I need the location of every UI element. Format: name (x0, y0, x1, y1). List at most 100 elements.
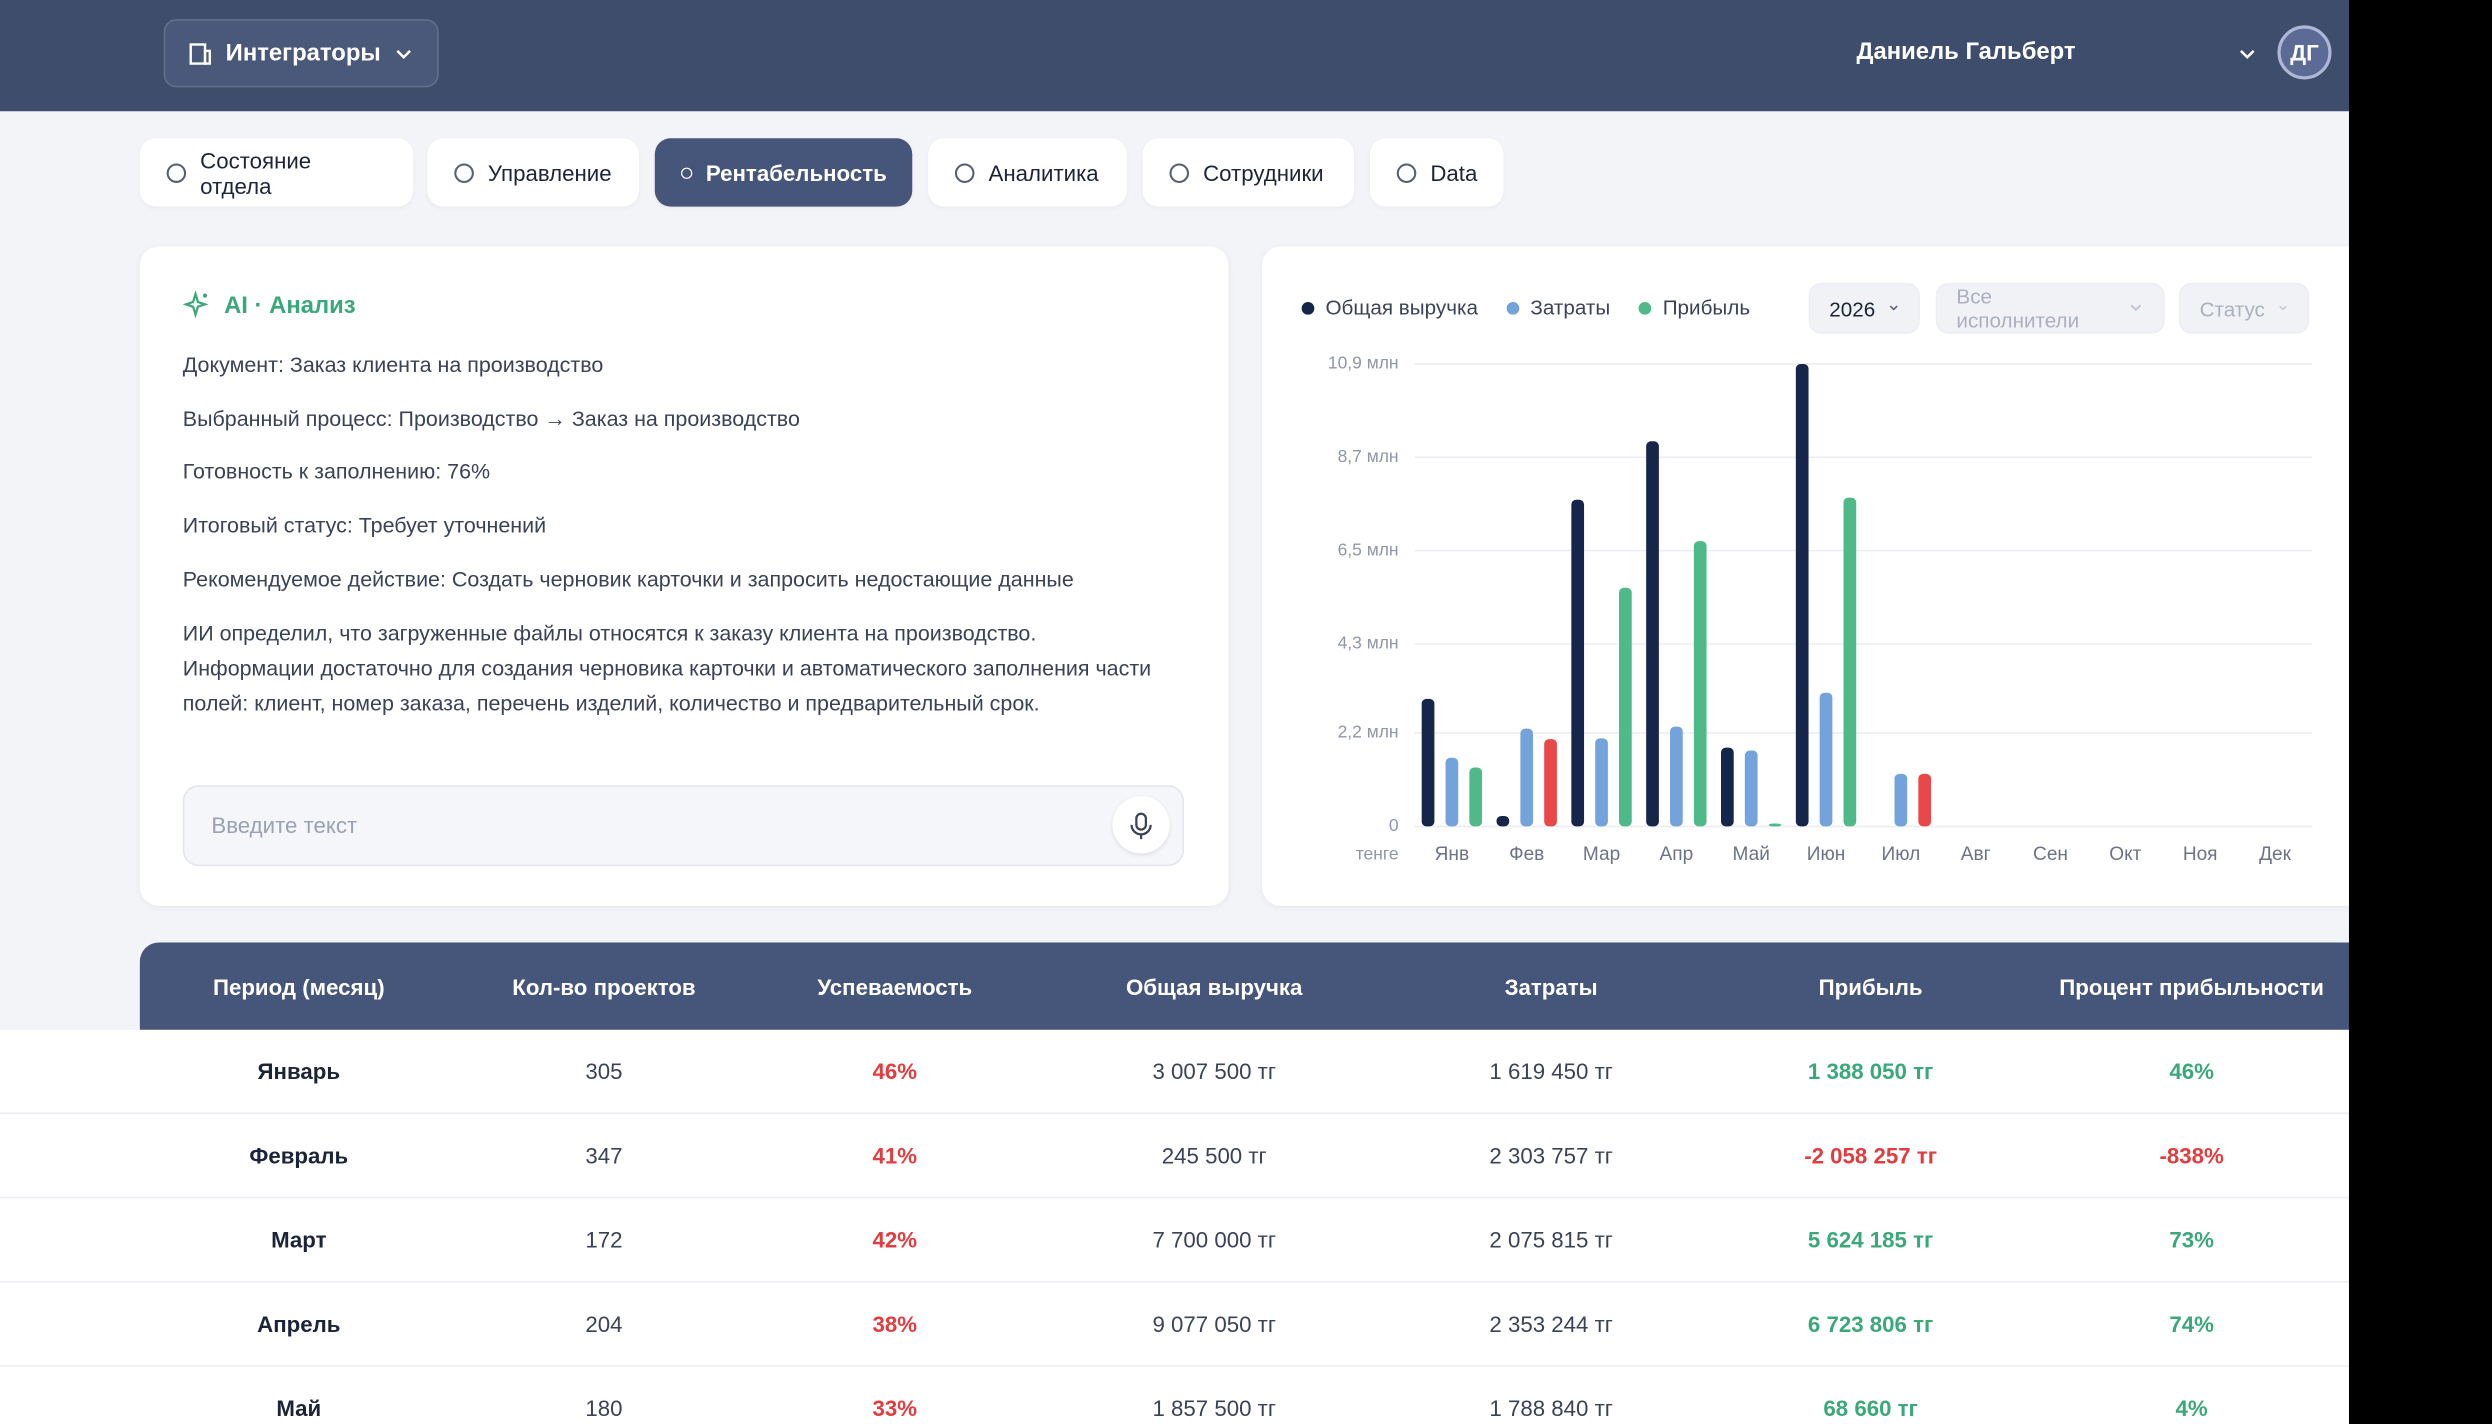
ai-line: Рекомендуемое действие: Создать черновик… (182, 567, 1074, 592)
sparkle-icon (182, 290, 209, 319)
legend-dot (1638, 301, 1652, 314)
table-body: Январь 305 46% 3 007 500 тг 1 619 450 тг 1 38… (0, 1029, 2349, 1424)
y-tick-label: 0 (1389, 815, 1399, 835)
legend-item: Затраты (1506, 295, 1611, 320)
bar (1721, 747, 1734, 827)
table-cell: -2 058 257 тг (1804, 1142, 1937, 1169)
tab-icon (454, 162, 474, 183)
table-row: Январь 305 46% 3 007 500 тг 1 619 450 тг 1 38… (0, 1030, 2349, 1115)
building-icon (189, 42, 211, 64)
filter-label: 2026 (1829, 296, 1876, 321)
column-header: Затраты (1504, 973, 1598, 999)
tab-label: Состояние отдела (200, 147, 312, 198)
bar (1595, 738, 1608, 827)
mic-button[interactable] (1112, 796, 1170, 854)
tab-icon-shape (454, 162, 474, 183)
x-tick-label: Окт (2109, 844, 2141, 865)
table-cell: Май (276, 1395, 322, 1421)
y-tick-label: 6,5 млн (1338, 539, 1399, 559)
x-tick-label: Ноя (2183, 844, 2218, 865)
table-row: Февраль 347 41% 245 500 тг 2 303 757 тг -2 05… (0, 1114, 2349, 1199)
bar (1445, 757, 1459, 827)
filter-label: Статус (2199, 296, 2265, 321)
bar (1571, 499, 1585, 827)
bar (1894, 773, 1908, 827)
y-tick-label: 8,7 млн (1338, 446, 1399, 466)
tab-icon (680, 166, 693, 179)
chevron (2130, 304, 2142, 312)
legend: Общая выручка Затраты Прибыль (1301, 295, 1751, 320)
tab-icon-shape (680, 166, 693, 179)
table-cell: 7 700 000 тг (1152, 1226, 1276, 1253)
filter-dropdown[interactable]: 2026 (1808, 282, 1920, 334)
user-name[interactable]: Даниель Гальберт (1856, 38, 2076, 66)
user-chevron[interactable] (2238, 45, 2257, 64)
chart-panel: 0 2,2 млн 4,3 млн 6,5 млн 8,7 млн 10,9 млн тен… (1261, 246, 2375, 906)
tab[interactable]: Сотрудники (1142, 138, 1355, 207)
table-cell: 1 788 840 тг (1489, 1395, 1613, 1421)
workspace-name: Интеграторы (225, 39, 381, 67)
x-tick-label: Июл (1882, 844, 1921, 865)
table-cell: Январь (257, 1058, 341, 1084)
legend-dot (1506, 301, 1520, 314)
y-tick-label: 2,2 млн (1338, 722, 1399, 742)
tab[interactable]: Рентабельность (654, 138, 913, 207)
x-tick-label: Фев (1509, 844, 1544, 865)
bar (1670, 726, 1683, 827)
bar (1795, 363, 1809, 827)
tab-icon (1396, 162, 1417, 183)
x-tick-label: Дек (2259, 844, 2292, 865)
legend-dot (1301, 301, 1315, 314)
table-row: Май 180 33% 1 857 500 тг 1 788 840 тг 68 660 … (0, 1367, 2349, 1424)
bar (1918, 773, 1932, 827)
tab-label: Аналитика (988, 159, 1099, 186)
table-cell: 6 723 806 тг (1807, 1311, 1934, 1337)
table-cell: 204 (585, 1311, 623, 1337)
tab[interactable]: Состояние отдела (139, 138, 414, 207)
ai-panel: AI · Анализ ИИ определил, что загруженны… (139, 246, 1229, 906)
ai-line: Документ: Заказ клиента на производство (182, 352, 604, 377)
ai-paragraph: ИИ определил, что загруженные файлы отно… (182, 621, 1152, 716)
column-header: Кол-во проектов (512, 973, 696, 999)
legend-label: Прибыль (1662, 295, 1751, 320)
ai-line: Выбранный процесс: Производство → Заказ … (182, 406, 800, 431)
top-bar: Интеграторы Даниель Гальберт ДГ (0, 0, 2349, 112)
table-cell: Март (271, 1226, 327, 1253)
mic-icon (1130, 812, 1152, 840)
x-tick-label: Янв (1435, 844, 1469, 865)
column-header: Общая выручка (1125, 973, 1303, 999)
text-input[interactable]: Введите текст (182, 785, 1185, 867)
tab[interactable]: Data (1369, 138, 1504, 207)
bar (1496, 816, 1510, 827)
x-tick-label: Апр (1660, 844, 1694, 865)
table-cell: 73% (2169, 1226, 2214, 1253)
chevron (1889, 305, 1898, 311)
tab[interactable]: Управление (427, 138, 639, 207)
legend-label: Затраты (1530, 295, 1611, 320)
table-cell: 46% (872, 1058, 918, 1084)
tab-icon-shape (954, 162, 975, 183)
filter-dropdown[interactable]: Все исполнители (1935, 282, 2165, 334)
tab-icon (1169, 162, 1190, 183)
ai-line: Итоговый статус: Требует уточнений (182, 513, 547, 538)
table-cell: 38% (872, 1311, 918, 1337)
table-cell: 41% (872, 1142, 918, 1169)
filter-dropdown[interactable]: Статус (2178, 282, 2310, 334)
table-cell: 3 007 500 тг (1152, 1058, 1276, 1084)
table-cell: 305 (585, 1058, 623, 1084)
x-tick-label: Май (1733, 844, 1770, 865)
chevron-path (2130, 304, 2142, 312)
bar (1646, 441, 1659, 827)
chevron (2279, 305, 2287, 311)
workspace-button[interactable]: Интеграторы (163, 19, 439, 88)
avatar[interactable]: ДГ (2277, 25, 2332, 80)
table-cell: 2 353 244 тг (1489, 1311, 1613, 1337)
tab[interactable]: Аналитика (928, 138, 1127, 207)
y-tick-label: 4,3 млн (1338, 633, 1399, 653)
table-cell: -838% (2159, 1142, 2224, 1169)
column-header: Период (месяц) (212, 973, 385, 999)
legend-label: Общая выручка (1325, 295, 1478, 320)
ai-title-text: AI · Анализ (224, 291, 356, 319)
tab-icon-shape (166, 162, 187, 183)
